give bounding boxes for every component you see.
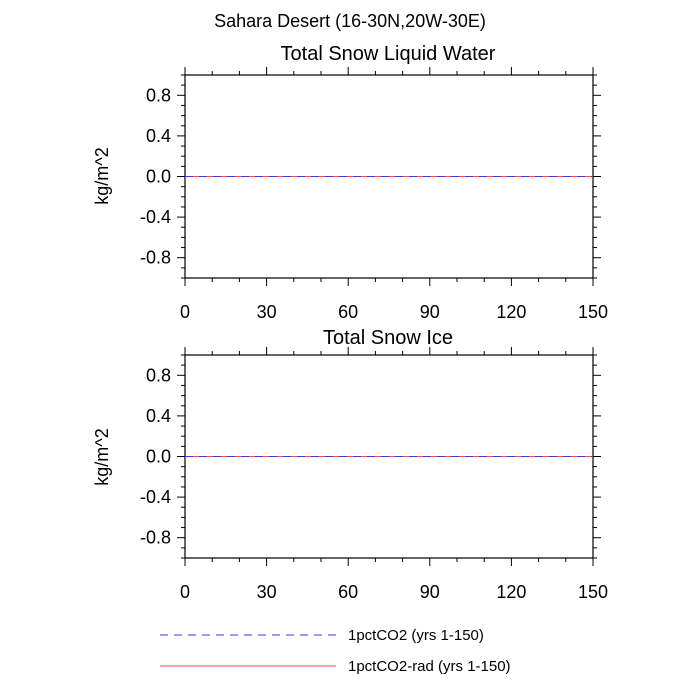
legend-label-1pctco2-rad: 1pctCO2-rad (yrs 1-150) <box>348 658 511 675</box>
x-tick-label: 60 <box>338 582 358 602</box>
x-tick-label: 90 <box>420 302 440 322</box>
x-tick-label: 0 <box>180 302 190 322</box>
y-tick-label: 0.8 <box>146 85 171 105</box>
legend: 1pctCO2 (yrs 1-150) 1pctCO2-rad (yrs 1-1… <box>160 627 511 675</box>
panel-title: Total Snow Liquid Water <box>281 43 496 65</box>
y-tick-label: -0.8 <box>140 528 171 548</box>
figure-title: Sahara Desert (16-30N,20W-30E) <box>214 11 486 31</box>
x-tick-label: 150 <box>578 582 608 602</box>
y-tick-label: -0.4 <box>140 207 171 227</box>
y-tick-label: 0.4 <box>146 406 171 426</box>
y-tick-label: 0.8 <box>146 365 171 385</box>
x-tick-label: 120 <box>496 302 526 322</box>
y-axis-label: kg/m^2 <box>92 147 112 204</box>
x-tick-label: 150 <box>578 302 608 322</box>
y-axis-label: kg/m^2 <box>92 428 112 485</box>
x-tick-label: 30 <box>257 582 277 602</box>
x-tick-label: 120 <box>496 582 526 602</box>
y-tick-label: 0.0 <box>146 167 171 187</box>
legend-label-1pctco2: 1pctCO2 (yrs 1-150) <box>348 627 484 644</box>
y-tick-label: 0.0 <box>146 447 171 467</box>
x-tick-label: 90 <box>420 582 440 602</box>
x-tick-label: 60 <box>338 302 358 322</box>
y-tick-label: -0.8 <box>140 248 171 268</box>
panel-snow-ice: Total Snow Ice kg/m^2 0 30 60 90 120 150 -0.8 -… <box>92 327 608 602</box>
x-tick-label: 0 <box>180 582 190 602</box>
y-tick-label: 0.4 <box>146 126 171 146</box>
y-tick-label: -0.4 <box>140 487 171 507</box>
panel-snow-liquid-water: Total Snow Liquid Water kg/m^2 0 30 60 90 12… <box>92 43 608 322</box>
panel-title: Total Snow Ice <box>323 327 453 349</box>
x-tick-label: 30 <box>257 302 277 322</box>
